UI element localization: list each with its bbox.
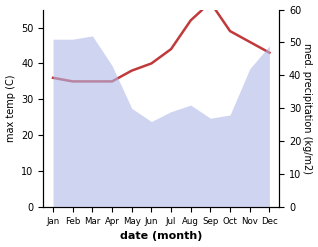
Y-axis label: med. precipitation (kg/m2): med. precipitation (kg/m2) bbox=[302, 43, 313, 174]
X-axis label: date (month): date (month) bbox=[120, 231, 203, 242]
Y-axis label: max temp (C): max temp (C) bbox=[5, 75, 16, 142]
